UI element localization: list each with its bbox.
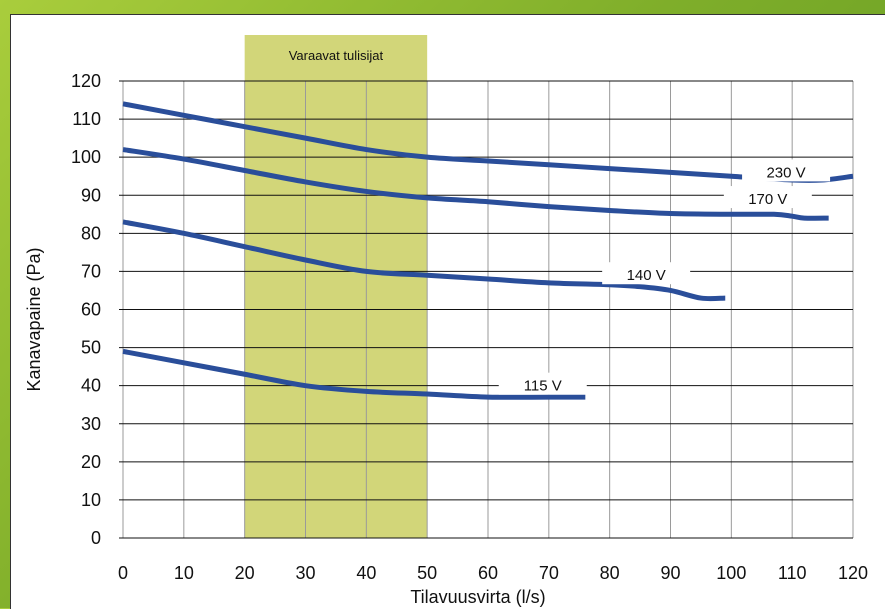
- x-tick-label: 50: [417, 563, 437, 583]
- y-tick-label: 50: [81, 338, 101, 358]
- y-tick-label: 10: [81, 490, 101, 510]
- series-line-2: [122, 219, 726, 302]
- y-tick-label: 80: [81, 223, 101, 243]
- x-tick-label: 40: [356, 563, 376, 583]
- x-tick-label: 100: [716, 563, 746, 583]
- y-tick-label: 0: [91, 528, 101, 548]
- x-tick-label: 0: [118, 563, 128, 583]
- x-tick-label: 70: [539, 563, 559, 583]
- series-line-3: [122, 348, 586, 400]
- y-tick-label: 120: [71, 71, 101, 91]
- series-label-bg: [723, 186, 812, 209]
- series-label-3: 115 V: [524, 378, 562, 395]
- highlight-band-label: Varaavat tulisijat: [289, 48, 384, 63]
- series-labels-group: 230 V 170 V 140 V 115 V: [498, 159, 831, 395]
- y-tick-label: 90: [81, 185, 101, 205]
- y-tick-label: 70: [81, 261, 101, 281]
- series-label-1: 170 V: [748, 191, 787, 208]
- x-tick-label: 120: [838, 563, 868, 583]
- x-tick-label: 30: [295, 563, 315, 583]
- series-label-0: 230 V: [766, 164, 805, 181]
- y-axis-title: Kanavapaine (Pa): [24, 247, 44, 391]
- series-label-bg: [602, 262, 691, 285]
- series-label-bg: [498, 372, 587, 395]
- x-tick-label: 110: [778, 563, 807, 583]
- y-tick-label: 100: [71, 147, 101, 167]
- x-tick-label: 80: [600, 563, 620, 583]
- highlight-band: [244, 35, 428, 538]
- x-tick-label: 60: [478, 563, 498, 583]
- y-tick-label: 30: [81, 414, 101, 434]
- series-label-bg: [742, 159, 831, 182]
- x-tick-label: 20: [235, 563, 255, 583]
- x-tick-label: 10: [174, 563, 194, 583]
- grid-group: [119, 80, 854, 539]
- highlight-band-group: Varaavat tulisijat: [244, 35, 428, 538]
- y-tick-label: 110: [72, 109, 101, 129]
- tick-labels-group: 0 10 20 30 40 50 60 70 80 90 100 110 120 0 10 20 30 40 50 6…: [71, 71, 868, 583]
- series-label-2: 140 V: [627, 267, 666, 284]
- series-line-1: [122, 147, 829, 221]
- x-tick-label: 90: [660, 563, 680, 583]
- y-tick-label: 20: [81, 452, 101, 472]
- chart-frame: Varaavat tulisijat 230 V 170 V 140 V 115 V …: [10, 14, 885, 609]
- x-axis-title: Tilavuusvirta (l/s): [410, 587, 545, 607]
- y-tick-label: 40: [81, 376, 101, 396]
- y-tick-label: 60: [81, 300, 101, 320]
